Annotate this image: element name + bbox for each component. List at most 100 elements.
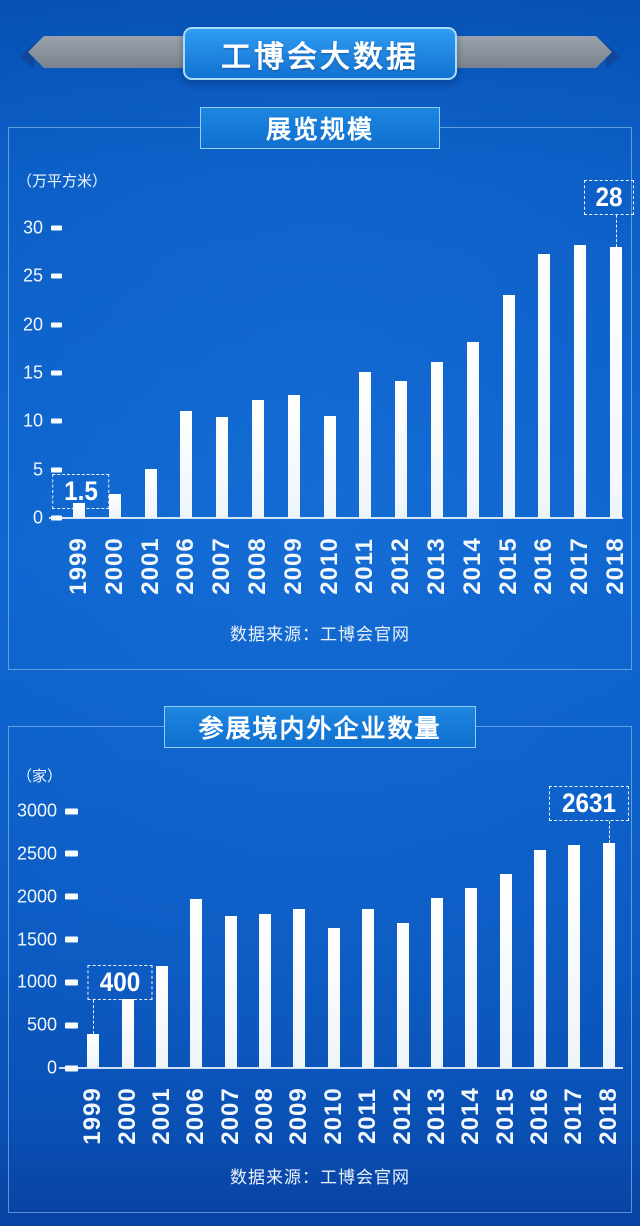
y-axis-label: 2500 <box>16 843 57 864</box>
y-axis-label: 0 <box>46 1057 57 1078</box>
x-axis-label: 2012 <box>385 1076 419 1156</box>
y-axis-unit-label: （万平方米） <box>17 173 108 190</box>
bar <box>180 411 193 518</box>
x-axis-label-text: 2006 <box>172 537 200 595</box>
bar-column <box>61 228 97 518</box>
x-axis-label: 2006 <box>179 1076 213 1156</box>
bar <box>287 395 300 518</box>
banner-title: 工博会大数据 <box>221 40 419 74</box>
x-axis-label: 1999 <box>76 1076 110 1156</box>
value-callout-text: 28 <box>595 182 623 213</box>
bar-column <box>317 811 351 1068</box>
bar-column <box>351 811 385 1068</box>
x-axis-label-text: 2018 <box>602 537 630 595</box>
bar <box>327 928 340 1068</box>
x-axis-label: 2018 <box>592 1076 626 1156</box>
bar <box>190 899 203 1068</box>
x-axis-label: 2007 <box>214 1076 248 1156</box>
bar-column <box>557 811 591 1068</box>
x-axis-line <box>59 1067 623 1069</box>
bar-column <box>168 228 204 518</box>
x-axis-label-text: 2015 <box>491 1087 519 1145</box>
bar-column <box>383 228 419 518</box>
bar <box>574 245 587 518</box>
bar-column <box>133 228 169 518</box>
tick-dash-icon <box>65 808 78 814</box>
x-axis-label: 2015 <box>489 1076 523 1156</box>
x-axis-label-text: 2017 <box>566 537 594 595</box>
x-axis-label: 2017 <box>562 526 598 606</box>
x-axis-label: 2012 <box>383 526 419 606</box>
bar <box>293 909 306 1068</box>
bar <box>395 381 408 518</box>
bar <box>108 494 121 518</box>
panel-exhibitor-count: 参展境内外企业数量 （家） 3000 2500 2000 1500 1000 500 0 40… <box>8 706 632 1213</box>
tick-dash-icon <box>65 1022 78 1029</box>
x-axis-label-text: 2014 <box>457 1087 485 1145</box>
x-axis-label-text: 1999 <box>79 1087 107 1145</box>
bar-column <box>76 811 110 1068</box>
x-axis-label-text: 2000 <box>100 537 128 595</box>
value-callout: 2631 <box>548 785 629 821</box>
section-title-box: 展览规模 <box>200 107 440 149</box>
x-axis-label: 2009 <box>282 1076 316 1156</box>
x-axis-label: 2000 <box>110 1076 144 1156</box>
tick-dash-icon <box>51 273 62 279</box>
bar-column <box>592 811 626 1068</box>
bar <box>602 843 615 1068</box>
x-axis-label: 2014 <box>454 1076 488 1156</box>
x-axis-label-text: 2001 <box>136 537 164 595</box>
y-axis-label: 15 <box>22 362 43 383</box>
bar <box>121 999 134 1068</box>
callout-connector <box>616 215 618 248</box>
bar-column <box>454 811 488 1068</box>
value-callout: 28 <box>584 180 635 216</box>
x-axis-line <box>49 517 623 519</box>
x-axis-label-text: 2016 <box>526 1087 554 1145</box>
bar-column <box>282 811 316 1068</box>
x-axis-label-text: 2012 <box>388 1087 416 1145</box>
ribbon-fold-left-icon <box>20 43 34 69</box>
x-axis-label-text: 2009 <box>279 537 307 595</box>
y-axis-label: 10 <box>22 410 43 431</box>
x-axis-label-text: 2001 <box>147 1087 175 1145</box>
x-axis-label-text: 2011 <box>351 537 379 595</box>
y-axis-label: 25 <box>22 265 43 286</box>
bar <box>499 874 512 1068</box>
x-axis-label: 2007 <box>204 526 240 606</box>
x-axis-label: 2008 <box>248 1076 282 1156</box>
tick-dash-icon <box>51 322 62 328</box>
y-axis-label: 0 <box>32 507 43 528</box>
bar <box>502 295 515 518</box>
bar <box>465 888 478 1068</box>
bar <box>216 417 229 518</box>
x-axis-label-text: 2007 <box>208 537 236 595</box>
tick-dash-icon <box>51 467 62 473</box>
bar-column <box>420 811 454 1068</box>
x-axis-label: 2016 <box>523 1076 557 1156</box>
x-axis-label: 2018 <box>598 526 634 606</box>
x-axis-label-text: 2008 <box>243 537 271 595</box>
y-axis-tick: 2000 <box>9 886 78 907</box>
bar <box>259 914 272 1068</box>
value-callout: 400 <box>87 964 153 1000</box>
bar-column <box>214 811 248 1068</box>
bar <box>396 923 409 1068</box>
section-title-box: 参展境内外企业数量 <box>164 706 476 748</box>
callout-connector <box>608 820 610 843</box>
bar-column <box>179 811 213 1068</box>
tick-dash-icon <box>51 225 62 231</box>
x-axis-label-text: 2006 <box>182 1087 210 1145</box>
x-axis-label: 2016 <box>527 526 563 606</box>
chart-exhibition-scale: （万平方米） 30 25 20 15 10 5 0 1.5 28 1999 2000 2001 2006… <box>9 128 635 669</box>
callout-connector <box>93 999 95 1034</box>
y-axis-label: 1500 <box>16 929 57 949</box>
x-axis-label-text: 2011 <box>354 1087 382 1145</box>
bar <box>224 916 237 1068</box>
x-axis-label-text: 2013 <box>422 1087 450 1145</box>
ribbon-fold-right-icon <box>606 43 620 69</box>
bar-column <box>523 811 557 1068</box>
y-axis-label: 30 <box>22 217 43 238</box>
x-axis-label-text: 2017 <box>560 1087 588 1145</box>
bar-column <box>204 228 240 518</box>
